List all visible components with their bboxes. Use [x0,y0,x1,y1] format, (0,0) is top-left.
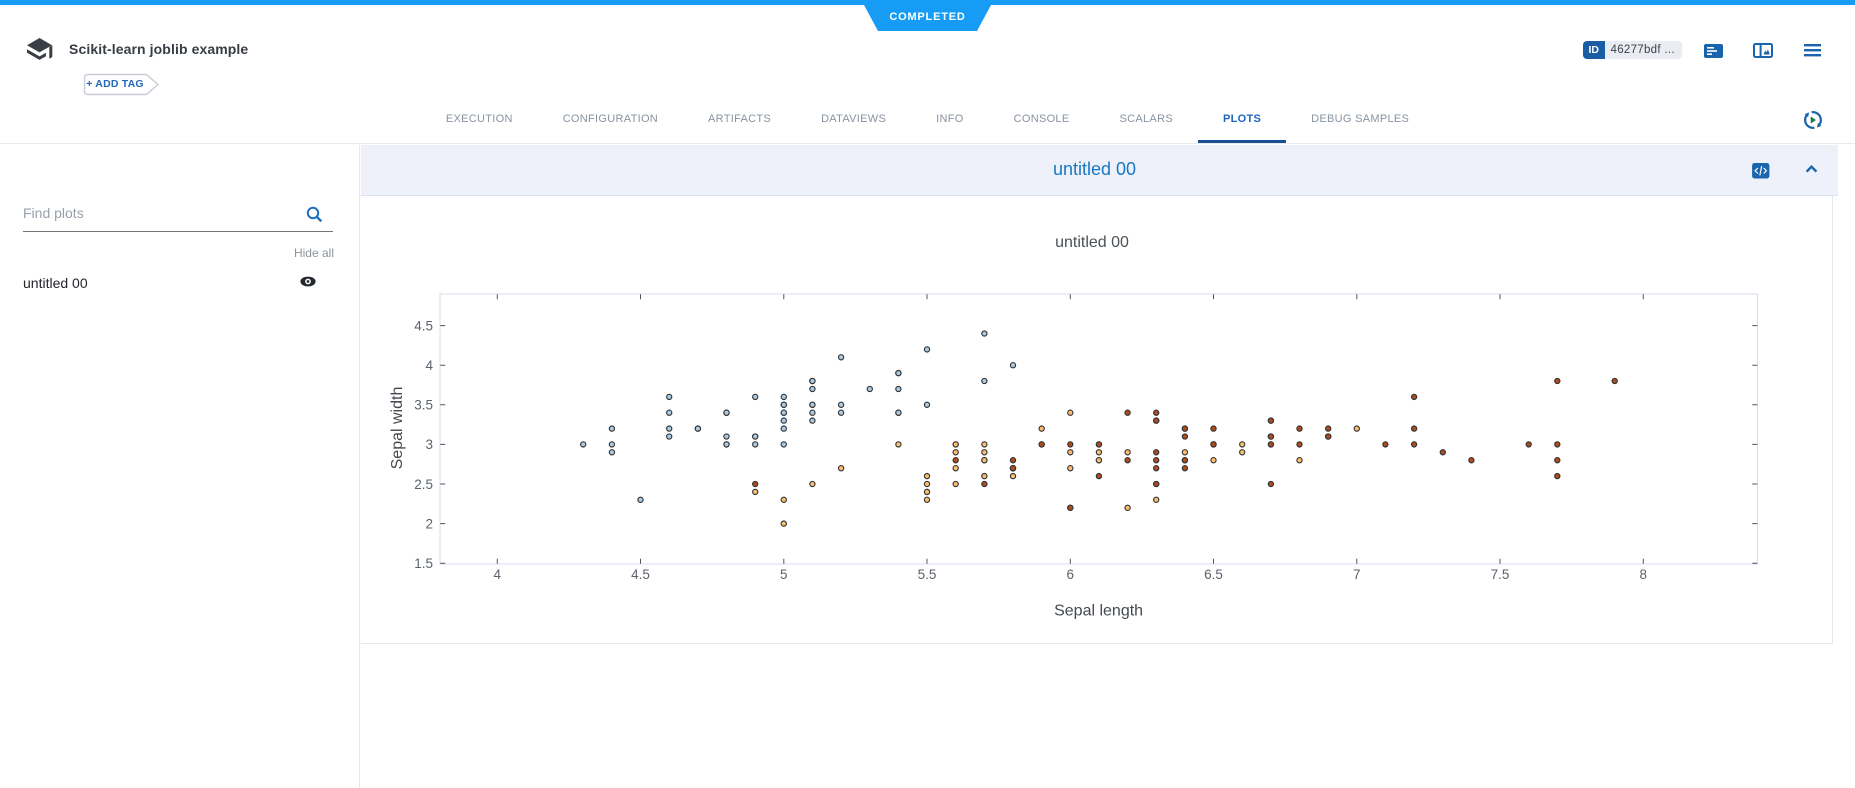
svg-text:Sepal length: Sepal length [1054,603,1143,620]
svg-text:4.5: 4.5 [414,318,433,333]
svg-text:untitled 00: untitled 00 [1055,234,1129,251]
svg-text:6: 6 [1067,567,1075,582]
svg-text:7.5: 7.5 [1491,567,1510,582]
svg-text:3.5: 3.5 [414,398,433,413]
svg-text:4: 4 [425,358,433,373]
svg-text:8: 8 [1640,567,1648,582]
svg-text:Sepal width: Sepal width [389,387,406,470]
svg-text:5: 5 [780,567,788,582]
svg-text:2.5: 2.5 [414,477,433,492]
svg-text:1.5: 1.5 [414,556,433,571]
svg-text:4: 4 [494,567,502,582]
svg-text:2: 2 [425,516,433,531]
svg-text:4.5: 4.5 [631,567,650,582]
svg-text:3: 3 [425,437,433,452]
svg-text:7: 7 [1353,567,1361,582]
svg-text:5.5: 5.5 [918,567,937,582]
svg-text:6.5: 6.5 [1204,567,1223,582]
